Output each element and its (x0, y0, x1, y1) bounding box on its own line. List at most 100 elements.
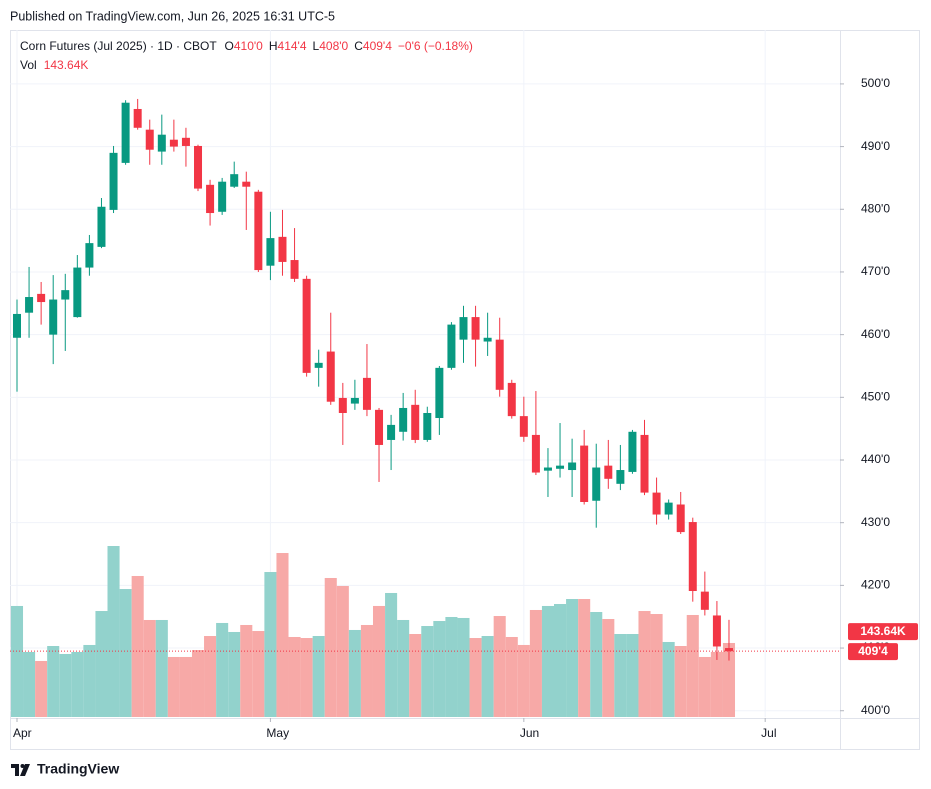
logo-mark (20, 764, 25, 768)
candle-body (37, 293, 46, 303)
y-tick-label: 490'0 (861, 139, 890, 153)
candle-body (471, 317, 480, 340)
volume-bar (179, 656, 192, 717)
volume-bar (360, 624, 373, 717)
volume-bar (107, 546, 120, 717)
legend-value: 409'4 (363, 39, 392, 53)
candle-body (157, 134, 166, 152)
chart-frame (10, 30, 920, 750)
volume-bar (722, 642, 736, 717)
candle-body (459, 317, 468, 340)
candle-body (676, 504, 685, 533)
candle-body (73, 267, 82, 318)
volume-bar (167, 656, 180, 717)
close-label-box (848, 643, 898, 661)
volume-bar (288, 636, 301, 717)
volume-bar (264, 572, 277, 717)
candle-body (290, 260, 299, 279)
volume-bar (553, 604, 567, 717)
volume-bar (469, 638, 482, 717)
volume-bar (47, 646, 60, 717)
candle-body (604, 465, 613, 479)
candle-body (688, 522, 697, 592)
candle-body (664, 502, 673, 515)
candle-body (338, 397, 347, 413)
candle-body (218, 181, 227, 212)
brand-logo: TradingView (11, 761, 119, 777)
volume-bar (541, 605, 555, 717)
legend-key: C (354, 39, 363, 53)
volume-bar (517, 644, 530, 717)
volume-bar (95, 611, 108, 717)
candle-body (543, 467, 552, 471)
candle-body (133, 108, 142, 128)
candle-body (700, 591, 709, 610)
volume-bar (240, 624, 253, 717)
candle-body (109, 152, 118, 210)
y-tick-label: 420'0 (861, 578, 890, 592)
volume-bar (638, 611, 651, 717)
volume-bar (602, 619, 615, 717)
candle-body (266, 238, 275, 266)
volume-label: 143.64K (860, 624, 906, 638)
volume-bar (23, 651, 36, 717)
volume-bar (300, 638, 313, 717)
y-tick-label: 480'0 (861, 201, 890, 215)
legend-key: L (313, 39, 320, 53)
volume-bar (35, 660, 48, 717)
candle-body (592, 467, 601, 501)
candle-body (568, 462, 577, 471)
volume-bar (312, 636, 325, 717)
volume-bar (83, 644, 96, 717)
candle-body (49, 299, 58, 335)
volume-bar (686, 614, 699, 717)
candle-body (326, 351, 335, 402)
candle-body (314, 362, 323, 368)
volume-bar (228, 631, 241, 717)
y-tick-label: 400'0 (861, 703, 890, 717)
candle-body (712, 615, 721, 647)
y-tick-label: 430'0 (861, 515, 890, 529)
candle-body (495, 339, 504, 390)
x-tick-label: Jun (520, 726, 539, 740)
y-tick-label: 440'0 (861, 452, 890, 466)
candle-body (447, 324, 456, 368)
candle-body (483, 337, 492, 342)
volume-bar (529, 609, 542, 717)
candle-body (628, 431, 637, 472)
legend-value: 414'4 (278, 39, 307, 53)
volume-bar (662, 641, 675, 717)
candle-body (640, 434, 649, 493)
volume-bar (590, 611, 603, 717)
legend-title: Corn Futures (Jul 2025) · 1D · CBOT (20, 39, 217, 53)
volume-bar (421, 626, 434, 717)
published-note: Published on TradingView.com, Jun 26, 20… (10, 9, 335, 23)
candle-body (230, 174, 239, 187)
volume-bar (457, 617, 470, 717)
candle-body (616, 470, 625, 484)
volume-bar (397, 619, 410, 717)
volume-bar (698, 656, 711, 717)
candle-body (375, 409, 384, 445)
volume-bar (348, 629, 361, 717)
volume-bar (626, 633, 639, 717)
legend-change: −0'6 (−0.18%) (398, 39, 473, 53)
legend-value: 410'0 (234, 39, 263, 53)
logo-mark (20, 764, 30, 776)
volume-bar (324, 577, 337, 717)
volume-bar (493, 616, 506, 717)
candle-body (206, 184, 215, 214)
candle-body (399, 407, 408, 432)
volume-bar (155, 619, 168, 717)
volume-bar (566, 599, 579, 717)
candle-body (302, 278, 311, 373)
volume-bar (204, 636, 217, 717)
candle-body (278, 236, 287, 262)
volume-bar (710, 651, 723, 717)
candle-body (435, 367, 444, 419)
candle-body (556, 465, 565, 469)
x-tick-label: Jul (761, 726, 776, 740)
y-tick-label: 470'0 (861, 264, 890, 278)
